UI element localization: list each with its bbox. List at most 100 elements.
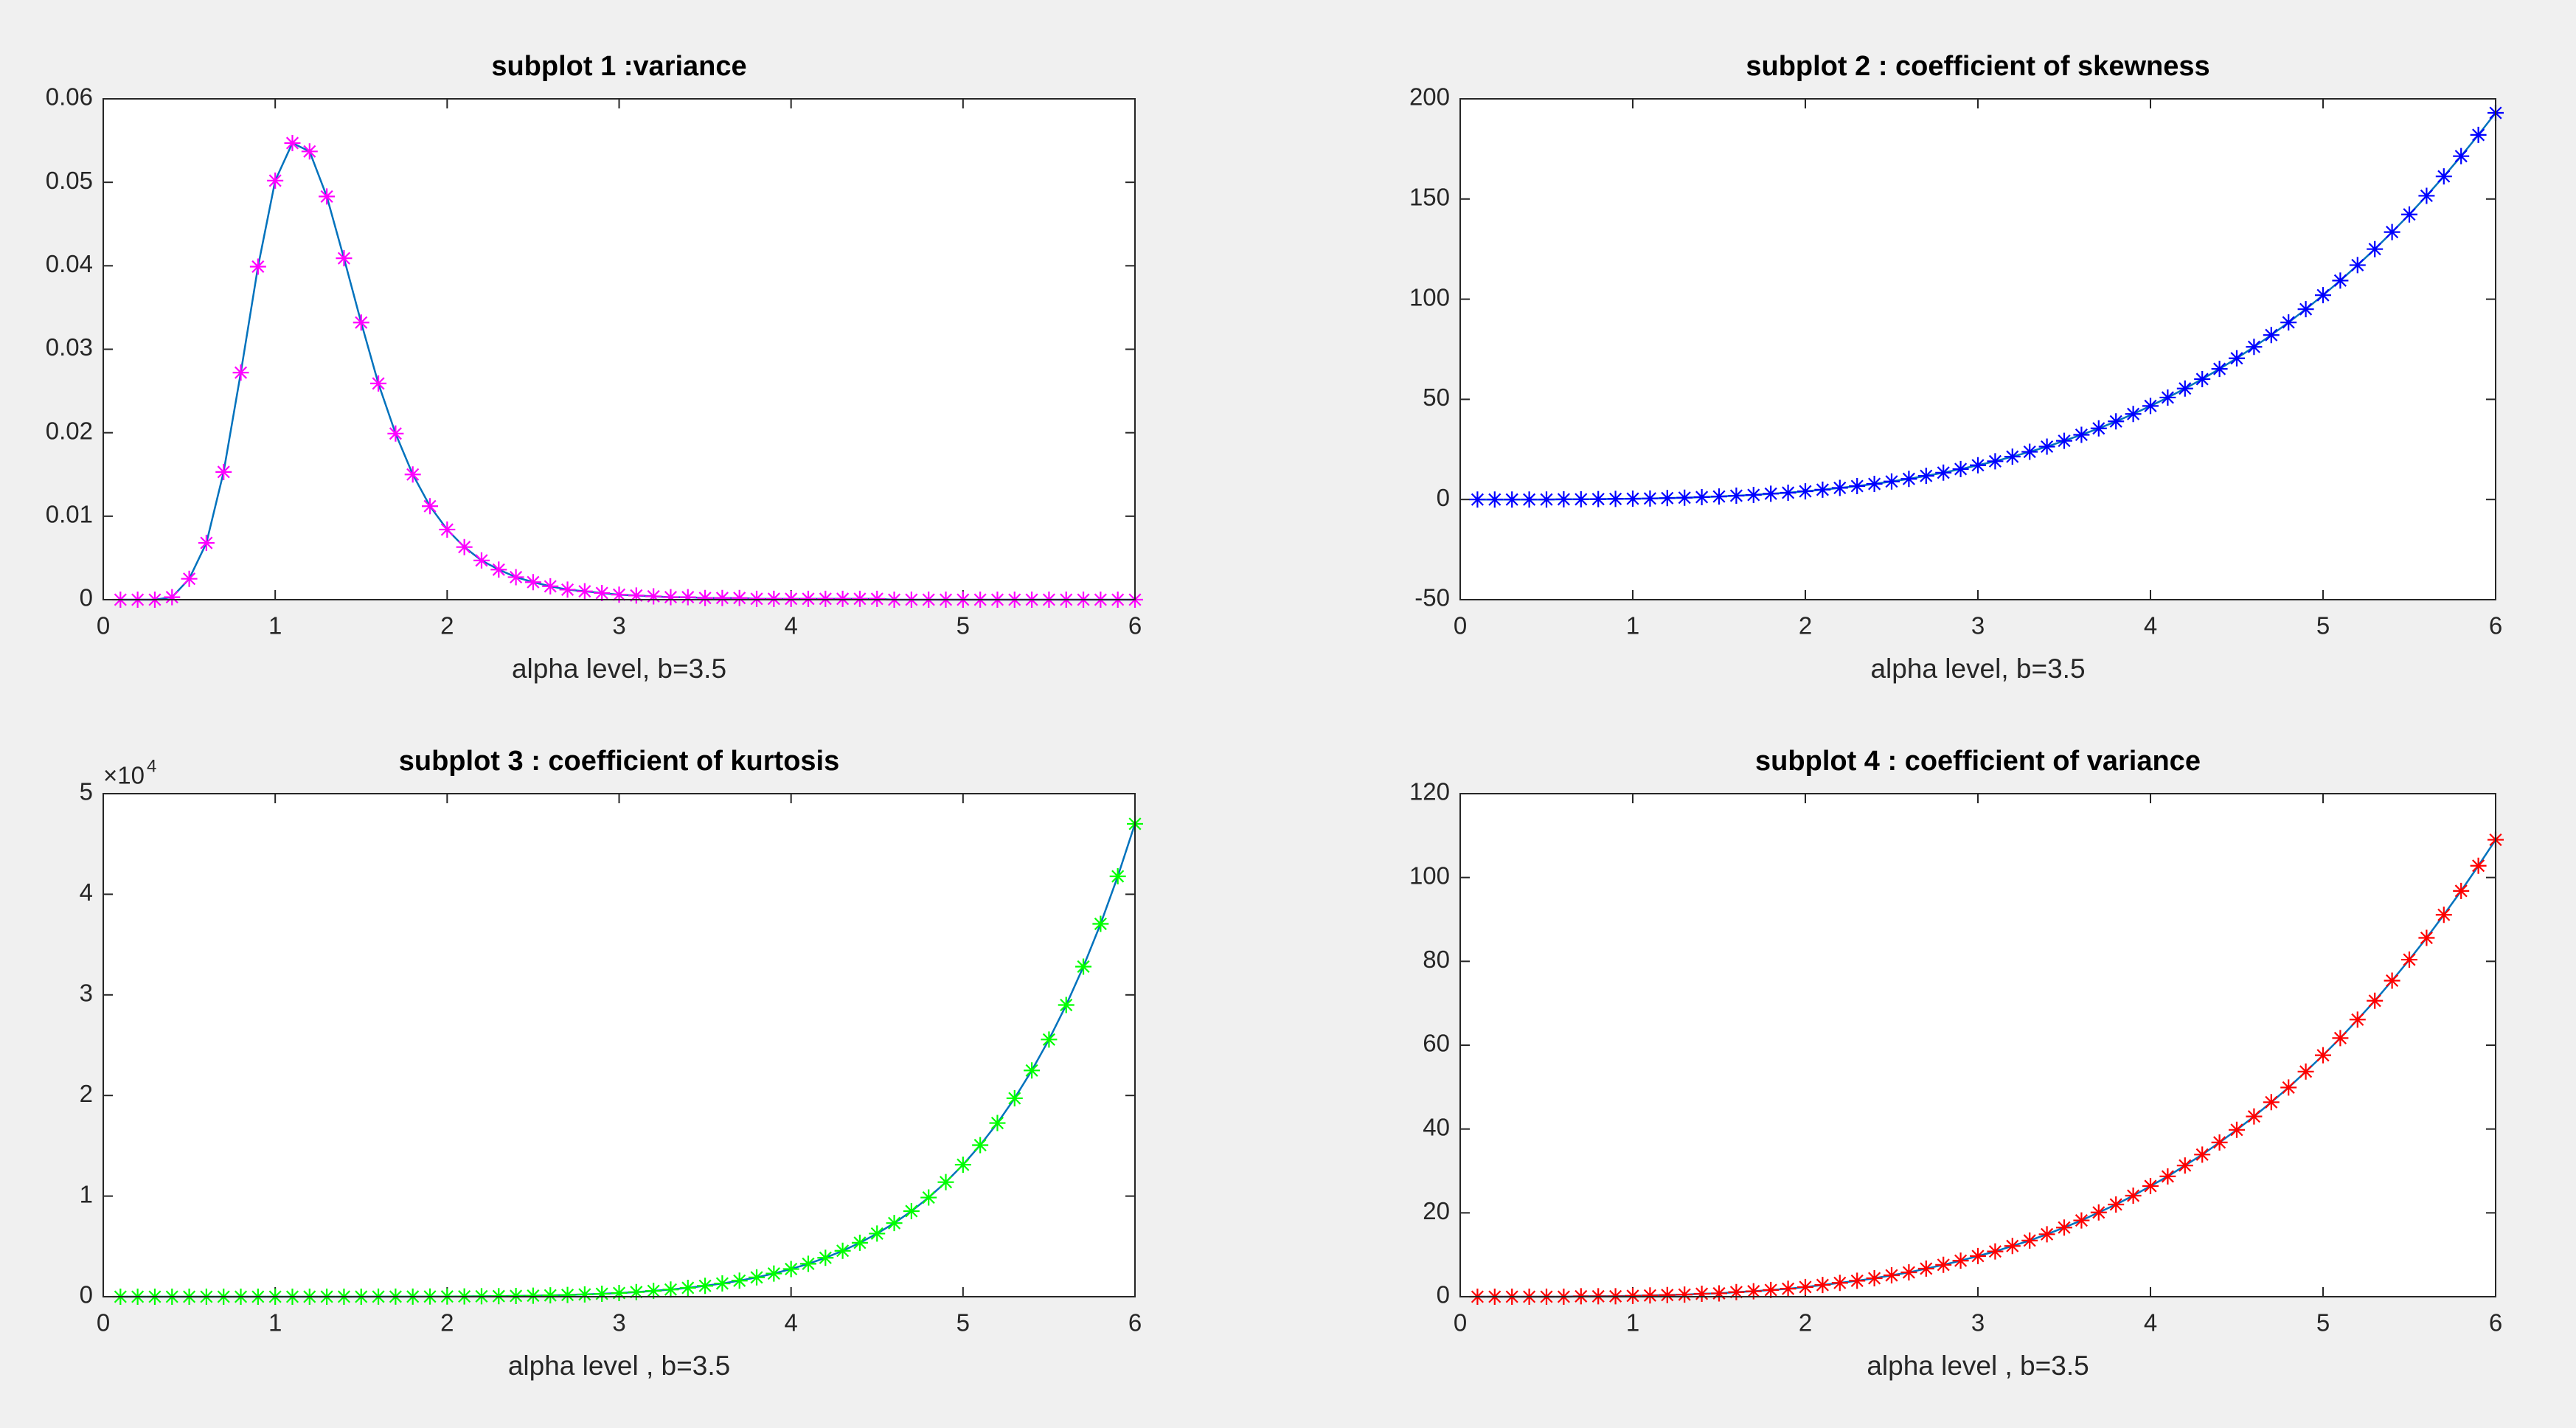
data-marker <box>1814 1277 1831 1294</box>
y-tick-label: 1 <box>80 1180 93 1207</box>
data-marker <box>749 590 765 607</box>
data-marker <box>611 586 628 603</box>
data-marker <box>1780 1280 1796 1297</box>
plot-area <box>1460 99 2496 600</box>
chart-title: subplot 3 : coefficient of kurtosis <box>399 746 840 777</box>
y-tick-label: 0.04 <box>46 250 93 277</box>
data-marker <box>2401 952 2417 968</box>
data-marker <box>559 581 576 598</box>
data-marker <box>490 561 507 578</box>
data-marker <box>1935 1256 1952 1273</box>
data-marker <box>2194 1146 2211 1163</box>
data-marker <box>2125 406 2142 423</box>
data-marker <box>2004 448 2021 465</box>
data-marker <box>439 521 456 538</box>
data-marker <box>714 589 731 606</box>
x-tick-label: 3 <box>612 612 625 640</box>
data-marker <box>473 552 490 569</box>
x-tick-label: 2 <box>440 1309 454 1337</box>
data-marker <box>1693 1286 1710 1303</box>
data-marker <box>542 578 559 595</box>
data-marker <box>1006 1089 1023 1106</box>
data-marker <box>834 1242 851 1259</box>
data-marker <box>799 1255 816 1272</box>
data-marker <box>851 590 868 607</box>
plot-area <box>1460 794 2496 1297</box>
data-marker <box>267 172 284 189</box>
data-marker <box>1917 1260 1934 1277</box>
data-marker <box>2142 1177 2159 1194</box>
data-marker <box>1625 1287 1641 1304</box>
data-marker <box>749 1269 765 1286</box>
data-marker <box>198 535 215 552</box>
data-marker <box>1900 471 1917 488</box>
data-marker <box>2142 398 2159 415</box>
y-tick-label: 2 <box>80 1080 93 1107</box>
data-marker <box>1952 460 1969 477</box>
data-marker <box>1555 491 1572 507</box>
data-marker <box>1538 491 1555 508</box>
data-marker <box>404 466 421 483</box>
y-tick-label: 20 <box>1423 1197 1450 1224</box>
data-marker <box>1642 1287 1659 1304</box>
data-marker <box>2332 272 2349 289</box>
data-marker <box>1763 1281 1780 1298</box>
data-marker <box>1711 1285 1727 1302</box>
y-tick-label: 150 <box>1409 184 1450 211</box>
x-axis-label: alpha level, b=3.5 <box>512 654 726 684</box>
axes-box <box>103 98 1136 600</box>
data-marker <box>542 1287 559 1304</box>
data-marker <box>1075 958 1092 975</box>
data-marker <box>645 588 662 605</box>
data-marker <box>1711 488 1727 505</box>
x-axis-label: alpha level , b=3.5 <box>508 1351 730 1381</box>
data-marker <box>731 1272 748 1289</box>
data-marker <box>559 1286 576 1303</box>
data-marker <box>1884 473 1900 490</box>
data-marker <box>1917 468 1934 485</box>
y-tick-label: 100 <box>1409 283 1450 311</box>
chart-title: subplot 2 : coefficient of skewness <box>1746 51 2209 82</box>
data-marker <box>920 1189 937 1206</box>
data-marker <box>1590 491 1607 507</box>
data-marker <box>628 587 645 604</box>
x-tick-label: 0 <box>1454 1309 1467 1337</box>
data-marker <box>2038 438 2055 455</box>
axes-box <box>103 793 1136 1297</box>
data-marker <box>886 1215 903 1232</box>
x-tick-label: 2 <box>1799 1309 1812 1337</box>
data-marker <box>2263 1094 2280 1111</box>
y-tick-label: -50 <box>1414 584 1450 611</box>
data-marker <box>2384 223 2400 240</box>
data-marker <box>2004 1238 2021 1255</box>
data-marker <box>1486 491 1503 508</box>
data-marker <box>576 1286 593 1303</box>
x-tick-label: 1 <box>1626 612 1639 640</box>
data-marker <box>1504 491 1521 508</box>
x-tick-label: 3 <box>612 1309 625 1337</box>
data-marker <box>2108 413 2125 430</box>
x-tick-label: 1 <box>268 612 282 640</box>
data-marker <box>697 1278 714 1294</box>
data-marker <box>972 1137 989 1154</box>
data-marker <box>2315 287 2331 304</box>
data-marker <box>594 584 611 601</box>
data-marker <box>1831 1275 1848 1292</box>
y-exponent-power: 4 <box>147 756 156 776</box>
data-marker <box>765 590 782 607</box>
data-marker <box>1642 490 1659 507</box>
data-marker <box>1041 1031 1058 1048</box>
x-tick-label: 3 <box>1971 612 1985 640</box>
data-marker <box>2435 907 2452 923</box>
data-marker <box>2246 1108 2263 1125</box>
data-marker <box>2349 257 2366 274</box>
plot-area <box>103 99 1135 600</box>
data-marker <box>1676 489 1693 506</box>
data-marker <box>2367 240 2384 257</box>
x-tick-label: 4 <box>2144 612 2157 640</box>
data-marker <box>2280 314 2297 331</box>
x-tick-label: 6 <box>2489 612 2502 640</box>
data-marker <box>2280 1079 2297 1096</box>
data-marker <box>731 589 748 606</box>
